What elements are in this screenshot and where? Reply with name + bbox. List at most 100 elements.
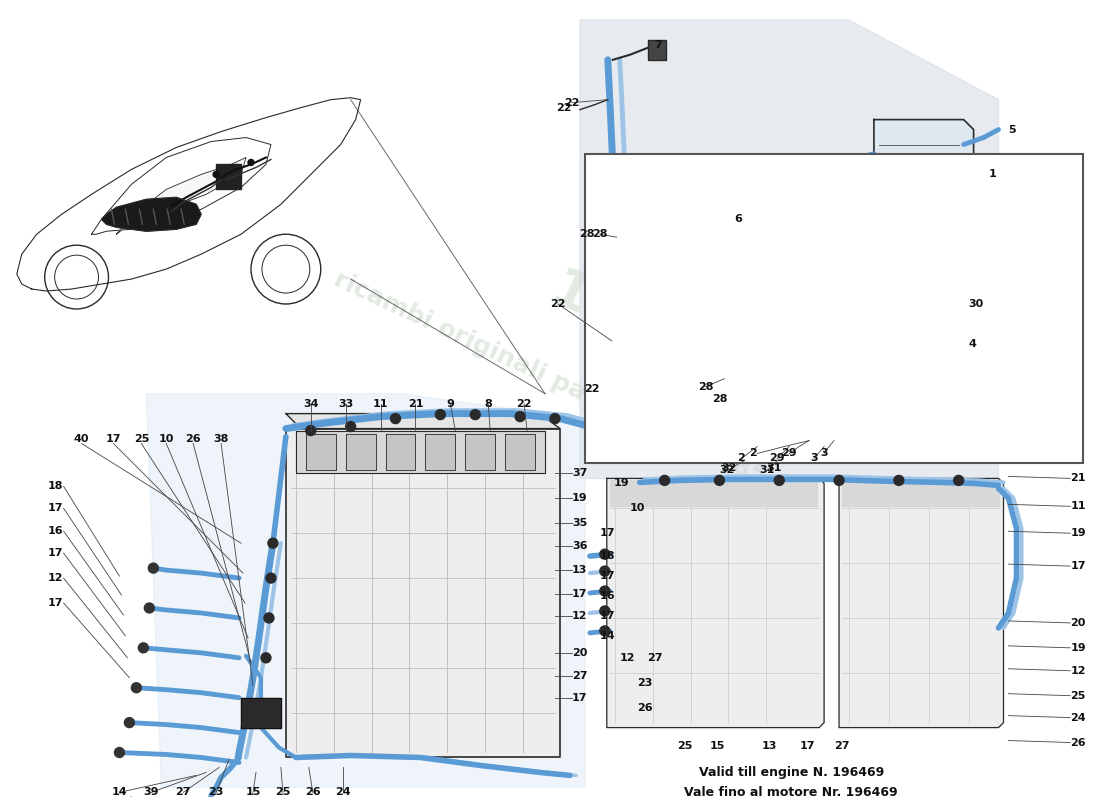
Bar <box>648 40 666 60</box>
Text: 26: 26 <box>1070 738 1086 747</box>
Text: 7: 7 <box>653 40 661 50</box>
Circle shape <box>600 586 609 596</box>
Text: 32: 32 <box>722 463 737 474</box>
Text: 23: 23 <box>637 678 652 688</box>
Circle shape <box>715 475 725 486</box>
Text: 17: 17 <box>1070 561 1086 571</box>
Polygon shape <box>146 394 585 787</box>
Circle shape <box>124 718 134 727</box>
Text: 14: 14 <box>111 787 128 798</box>
Text: 17: 17 <box>800 741 815 750</box>
Text: 11: 11 <box>1070 502 1086 511</box>
Text: 8: 8 <box>484 398 492 409</box>
Text: 31: 31 <box>760 466 775 475</box>
Text: 16: 16 <box>48 526 64 536</box>
Text: 16: 16 <box>600 591 616 601</box>
Polygon shape <box>385 434 416 470</box>
Circle shape <box>600 549 609 559</box>
Text: 12: 12 <box>572 611 587 621</box>
Text: 28: 28 <box>592 230 607 239</box>
Text: 6: 6 <box>735 214 743 224</box>
Text: 4: 4 <box>969 339 977 349</box>
Circle shape <box>550 414 560 423</box>
Text: 22: 22 <box>516 398 531 409</box>
Text: 20: 20 <box>1070 618 1086 628</box>
Text: 21: 21 <box>408 398 424 409</box>
Text: 25: 25 <box>1070 690 1086 701</box>
Text: 24: 24 <box>334 787 351 798</box>
Polygon shape <box>609 481 817 506</box>
Text: 13: 13 <box>572 565 587 575</box>
Text: 20: 20 <box>572 648 587 658</box>
Text: 19: 19 <box>614 478 629 488</box>
Text: 27: 27 <box>834 741 850 750</box>
Text: 21: 21 <box>1070 474 1086 483</box>
Text: 27: 27 <box>176 787 191 798</box>
Text: 32: 32 <box>719 466 735 475</box>
Text: 12: 12 <box>48 573 64 583</box>
Polygon shape <box>306 434 336 470</box>
Circle shape <box>954 475 964 486</box>
Circle shape <box>660 475 670 486</box>
Text: 24: 24 <box>1070 713 1086 722</box>
Circle shape <box>471 410 481 420</box>
Text: 22: 22 <box>564 98 580 108</box>
Text: 3: 3 <box>821 449 828 458</box>
Polygon shape <box>241 698 280 727</box>
Text: 1: 1 <box>989 170 997 179</box>
Bar <box>585 154 1084 463</box>
Text: 29: 29 <box>781 449 798 458</box>
Text: 28: 28 <box>697 382 713 392</box>
Polygon shape <box>426 434 455 470</box>
Circle shape <box>600 566 609 576</box>
Text: 26: 26 <box>186 434 201 443</box>
Circle shape <box>600 626 609 636</box>
Polygon shape <box>286 429 560 758</box>
Polygon shape <box>465 434 495 470</box>
Text: 27: 27 <box>647 653 662 663</box>
Circle shape <box>515 412 525 422</box>
Circle shape <box>264 613 274 623</box>
Text: 18: 18 <box>48 482 64 491</box>
Text: 25: 25 <box>676 741 692 750</box>
Text: 17: 17 <box>601 571 616 581</box>
Text: 22: 22 <box>584 384 600 394</box>
Text: 17: 17 <box>601 528 616 538</box>
Text: 30: 30 <box>969 299 983 309</box>
Circle shape <box>616 382 628 394</box>
Circle shape <box>600 606 609 616</box>
Text: 40: 40 <box>74 434 89 443</box>
Text: 26: 26 <box>637 702 652 713</box>
Text: 2: 2 <box>737 454 745 463</box>
Text: 12: 12 <box>620 653 636 663</box>
Circle shape <box>436 410 446 420</box>
Text: 11: 11 <box>373 398 388 409</box>
Text: ricambi originali parts since 1985: ricambi originali parts since 1985 <box>330 268 770 490</box>
Polygon shape <box>16 98 361 291</box>
Circle shape <box>268 538 278 548</box>
Circle shape <box>894 475 904 486</box>
Circle shape <box>131 682 142 693</box>
Text: 35: 35 <box>572 518 587 528</box>
Text: 15: 15 <box>710 741 725 750</box>
Polygon shape <box>607 478 824 727</box>
Text: 3: 3 <box>811 454 818 463</box>
Polygon shape <box>842 481 999 506</box>
Text: 18: 18 <box>601 551 616 561</box>
Text: 25: 25 <box>275 787 290 798</box>
Text: 28: 28 <box>712 394 727 404</box>
Polygon shape <box>117 158 246 234</box>
Text: 17: 17 <box>106 434 121 443</box>
Text: 28: 28 <box>580 230 595 239</box>
Polygon shape <box>759 299 958 438</box>
Circle shape <box>148 563 158 573</box>
Polygon shape <box>580 20 999 478</box>
Circle shape <box>139 643 148 653</box>
Circle shape <box>834 475 844 486</box>
Text: 17: 17 <box>601 611 616 621</box>
Text: 38: 38 <box>213 434 229 443</box>
Text: 25: 25 <box>134 434 148 443</box>
Text: 23: 23 <box>208 787 223 798</box>
Text: 1985: 1985 <box>542 264 697 374</box>
Text: 17: 17 <box>48 503 64 514</box>
